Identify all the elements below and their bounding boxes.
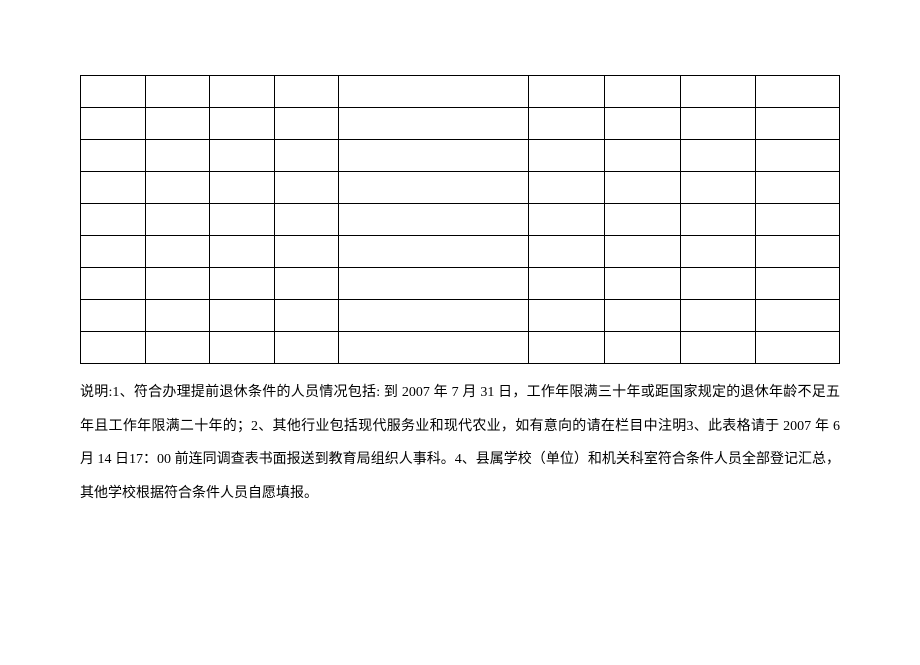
table-row	[81, 268, 840, 300]
table-row	[81, 236, 840, 268]
table-row	[81, 140, 840, 172]
table-row	[81, 332, 840, 364]
data-table	[80, 75, 840, 364]
table-row	[81, 300, 840, 332]
table-row	[81, 108, 840, 140]
table-row	[81, 172, 840, 204]
notes-text: 说明:1、符合办理提前退休条件的人员情况包括: 到 2007 年 7 月 31 …	[80, 376, 840, 510]
table-body	[81, 76, 840, 364]
table-container	[80, 75, 840, 364]
table-row	[81, 76, 840, 108]
table-row	[81, 204, 840, 236]
